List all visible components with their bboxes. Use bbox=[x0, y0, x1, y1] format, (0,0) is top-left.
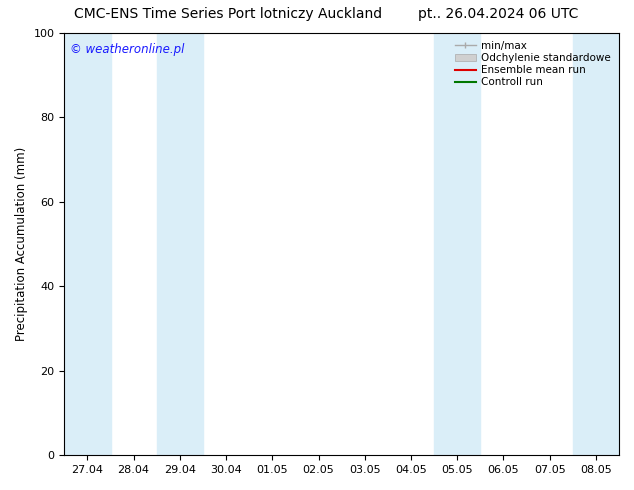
Text: © weatheronline.pl: © weatheronline.pl bbox=[70, 43, 184, 56]
Bar bbox=[64, 33, 110, 455]
Bar bbox=[573, 33, 619, 455]
Y-axis label: Precipitation Accumulation (mm): Precipitation Accumulation (mm) bbox=[15, 147, 28, 341]
Text: CMC-ENS Time Series Port lotniczy Auckland: CMC-ENS Time Series Port lotniczy Auckla… bbox=[74, 7, 382, 22]
Legend: min/max, Odchylenie standardowe, Ensemble mean run, Controll run: min/max, Odchylenie standardowe, Ensembl… bbox=[452, 38, 614, 91]
Bar bbox=[157, 33, 203, 455]
Text: pt.. 26.04.2024 06 UTC: pt.. 26.04.2024 06 UTC bbox=[418, 7, 578, 22]
Bar bbox=[434, 33, 481, 455]
